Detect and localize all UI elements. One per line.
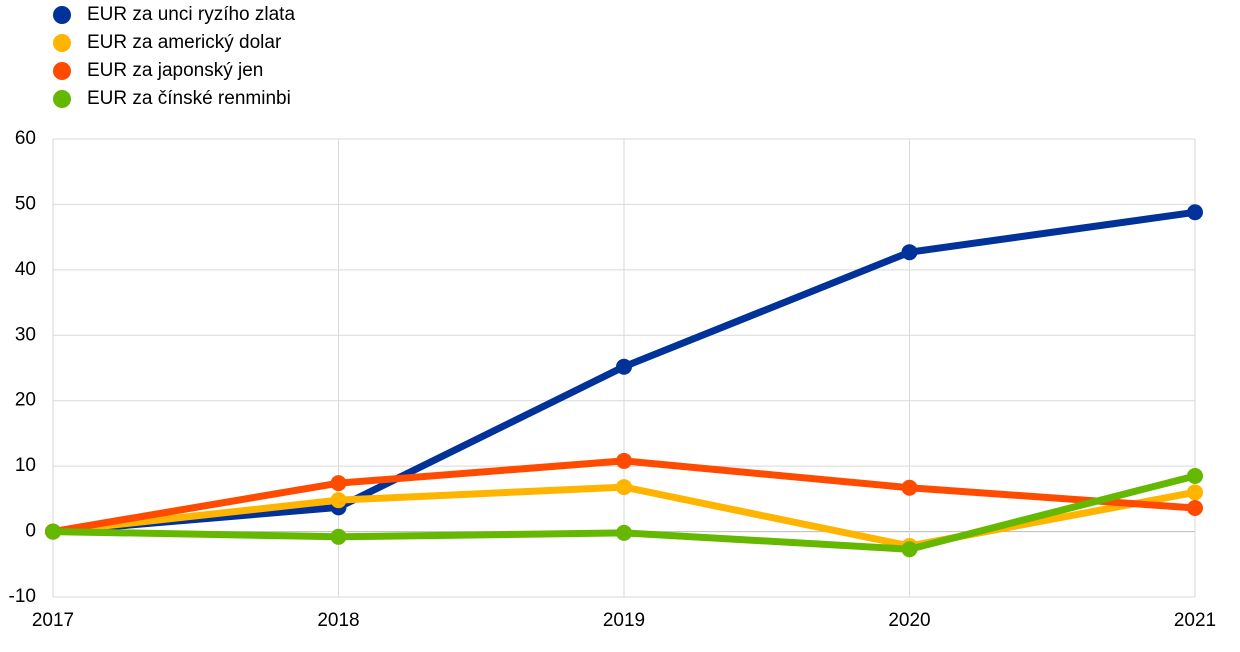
x-tick-label: 2018 <box>317 610 359 631</box>
legend-marker <box>53 34 71 52</box>
legend-marker <box>53 6 71 24</box>
data-point <box>1187 467 1203 484</box>
data-point <box>901 479 918 496</box>
y-tick-label: 60 <box>15 128 36 149</box>
x-tick-label: 2019 <box>603 610 645 631</box>
data-point <box>330 492 347 509</box>
y-tick-label: 40 <box>15 259 36 280</box>
legend-label: EUR za japonský jen <box>87 60 263 81</box>
data-point <box>1187 500 1203 517</box>
y-tick-label: 10 <box>15 455 36 476</box>
x-tick-label: 2021 <box>1174 610 1216 631</box>
data-point <box>616 452 632 469</box>
data-point <box>616 358 632 375</box>
data-point <box>330 528 347 545</box>
x-tick-label: 2020 <box>888 610 930 631</box>
legend-label: EUR za čínské renminbi <box>87 88 291 109</box>
legend-label: EUR za unci ryzího zlata <box>87 4 295 25</box>
data-point <box>1187 484 1203 501</box>
y-tick-label: 20 <box>15 390 36 411</box>
legend-marker <box>53 90 71 108</box>
data-point <box>330 475 347 492</box>
data-point <box>1187 204 1203 221</box>
y-tick-label: -10 <box>9 586 36 607</box>
data-point <box>901 541 918 558</box>
legend-label: EUR za americký dolar <box>87 32 282 53</box>
data-point <box>45 523 61 540</box>
data-point <box>616 479 632 496</box>
y-tick-label: 50 <box>15 193 36 214</box>
legend-marker <box>53 62 71 80</box>
data-point <box>616 524 632 541</box>
x-tick-label: 2017 <box>32 610 74 631</box>
data-point <box>901 244 918 261</box>
y-tick-label: 0 <box>25 521 36 542</box>
y-tick-label: 30 <box>15 324 36 345</box>
